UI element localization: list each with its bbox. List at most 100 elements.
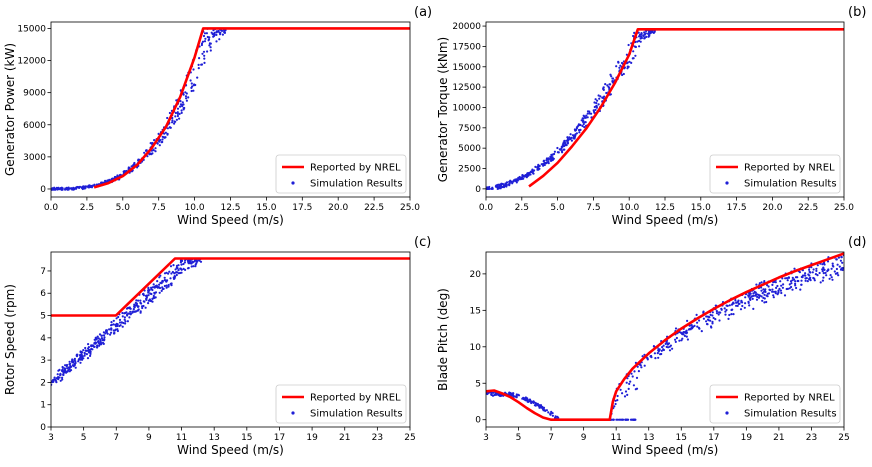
sim-point — [570, 136, 573, 139]
sim-point — [829, 274, 832, 277]
sim-point — [82, 349, 85, 352]
y-tick-label: 12500 — [452, 83, 481, 93]
sim-point — [838, 265, 841, 268]
legend-box — [275, 154, 407, 194]
sim-point — [215, 30, 218, 33]
sim-point — [828, 277, 831, 280]
sim-point — [633, 31, 636, 34]
sim-point — [574, 129, 577, 132]
sim-point — [775, 286, 778, 289]
legend-label-nrel: Reported by NREL — [310, 163, 401, 174]
sim-point — [563, 144, 566, 148]
sim-point — [566, 141, 569, 144]
sim-point — [57, 186, 60, 190]
sim-point — [633, 45, 636, 48]
panel-label: (c) — [414, 235, 431, 250]
y-tick-label: 5 — [475, 379, 481, 389]
x-tick-label: 15.0 — [691, 203, 711, 213]
sim-point — [154, 291, 158, 294]
x-tick-label: 25 — [838, 433, 849, 443]
sim-point — [602, 86, 605, 89]
series-reported-by-nrel — [528, 28, 844, 188]
sim-point — [196, 76, 199, 79]
sim-point — [97, 337, 100, 340]
sim-point — [616, 418, 619, 421]
sim-point — [518, 177, 521, 180]
sim-point — [840, 256, 843, 259]
sim-point — [542, 406, 546, 409]
sim-point — [730, 303, 734, 306]
sim-point — [690, 326, 693, 329]
sim-point — [830, 267, 833, 270]
sim-point — [786, 279, 789, 282]
sim-point — [159, 274, 162, 277]
sim-point — [813, 277, 816, 280]
y-axis-label: Generator Torque (kNm) — [436, 37, 450, 183]
sim-point — [753, 290, 756, 293]
sim-point — [806, 280, 809, 283]
sim-point — [627, 387, 630, 390]
sim-point — [490, 393, 493, 396]
sim-point — [791, 288, 794, 291]
sim-point — [174, 111, 177, 115]
x-tick-label: 13 — [643, 433, 654, 443]
sim-point — [177, 269, 180, 272]
sim-point — [221, 33, 224, 36]
sim-point — [163, 284, 166, 288]
sim-point — [554, 415, 557, 418]
sim-point — [833, 270, 836, 273]
sim-point — [203, 54, 206, 57]
sim-point — [727, 317, 730, 320]
sim-point — [71, 358, 74, 361]
sim-point — [139, 311, 142, 314]
sim-point — [204, 37, 207, 40]
sim-point — [490, 187, 493, 190]
x-tick-label: 7.5 — [586, 203, 600, 213]
sim-point — [145, 297, 148, 300]
sim-point — [711, 314, 714, 317]
sim-point — [147, 289, 150, 292]
sim-point — [179, 267, 182, 270]
sim-point — [179, 261, 182, 264]
x-tick-label: 10.0 — [619, 203, 639, 213]
sim-point — [167, 285, 170, 288]
sim-point — [186, 259, 189, 262]
sim-point — [175, 118, 178, 121]
sim-point — [219, 33, 222, 36]
sim-point — [169, 277, 172, 280]
x-tick-label: 21 — [773, 433, 784, 443]
sim-point — [821, 279, 825, 282]
sim-point — [171, 270, 174, 274]
x-tick-label: 2.5 — [80, 203, 94, 213]
sim-point — [781, 286, 785, 289]
sim-point — [100, 334, 103, 337]
sim-point — [644, 32, 648, 35]
sim-point — [697, 326, 701, 329]
sim-point — [51, 379, 55, 382]
sim-point — [542, 164, 545, 167]
sim-point — [594, 108, 597, 111]
sim-point — [629, 380, 632, 383]
sim-point — [116, 329, 119, 333]
sim-point — [758, 294, 761, 297]
sim-point — [108, 328, 111, 331]
sim-point — [171, 119, 174, 122]
plot-area — [51, 27, 410, 191]
sim-point — [160, 141, 163, 144]
sim-point — [719, 311, 722, 314]
legend: Reported by NREL Simulation Results — [709, 154, 841, 194]
sim-point — [191, 261, 194, 264]
sim-point — [639, 40, 642, 43]
sim-point — [705, 320, 708, 323]
sim-point — [171, 121, 174, 124]
legend-label-nrel: Reported by NREL — [310, 393, 401, 404]
sim-point — [819, 281, 822, 284]
sim-point — [103, 336, 106, 339]
x-axis-label: Wind Speed (m/s) — [177, 443, 284, 457]
sim-point — [117, 315, 120, 319]
sim-point — [190, 89, 193, 93]
sim-point — [668, 349, 672, 352]
sim-point — [185, 92, 188, 95]
sim-point — [135, 310, 138, 313]
